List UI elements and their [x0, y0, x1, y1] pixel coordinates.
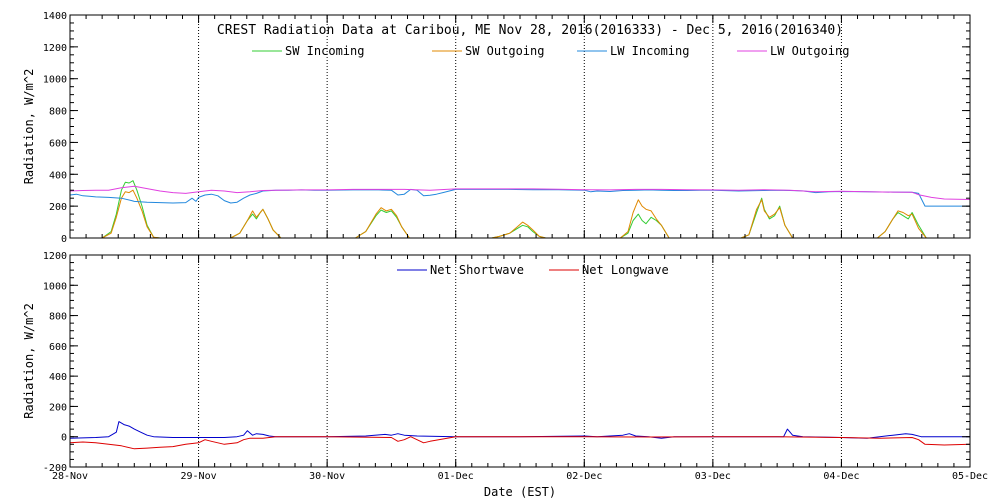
- y-tick-label: 800: [49, 107, 67, 118]
- x-tick-label: 03-Dec: [695, 471, 731, 482]
- y-tick-label: 400: [49, 170, 67, 181]
- series-line-net-shortwave: [69, 421, 970, 439]
- x-tick-label: 29-Nov: [181, 471, 217, 482]
- x-tick-label: 28-Nov: [52, 471, 88, 482]
- y-tick-label: -200: [43, 463, 67, 474]
- x-tick-label: 05-Dec: [952, 471, 988, 482]
- y-axis-label: Radiation, W/m^2: [22, 69, 36, 185]
- x-axis-label: Date (EST): [484, 485, 556, 499]
- y-tick-label: 1200: [43, 43, 67, 54]
- y-tick-label: 200: [49, 402, 67, 413]
- chart-title: CREST Radiation Data at Caribou, ME Nov …: [217, 23, 843, 38]
- y-tick-label: 0: [61, 234, 67, 245]
- y-tick-label: 1400: [43, 11, 67, 22]
- legend-entry: SW Outgoing: [465, 44, 544, 58]
- grid-layer: [198, 15, 842, 467]
- x-tick-label: 04-Dec: [823, 471, 859, 482]
- text-layer: SW Incoming SW Outgoing LW Incoming LW Outg…: [22, 11, 988, 499]
- series-line-lw-outgoing: [69, 185, 971, 200]
- y-tick-label: 1000: [43, 75, 67, 86]
- y-tick-label: 800: [49, 312, 67, 323]
- y-tick-label: 600: [49, 342, 67, 353]
- axes-layer: [69, 14, 971, 468]
- y-tick-label: 1000: [43, 281, 67, 292]
- y-tick-label: 600: [49, 138, 67, 149]
- y-tick-label: 1200: [43, 251, 67, 262]
- legend-entry: LW Incoming: [610, 44, 689, 58]
- y-tick-label: 200: [49, 202, 67, 213]
- series-line-net-longwave: [69, 436, 971, 450]
- legend-entry: Net Longwave: [582, 263, 669, 277]
- x-tick-label: 30-Nov: [309, 471, 345, 482]
- x-tick-label: 01-Dec: [438, 471, 474, 482]
- legend-entry: LW Outgoing: [770, 44, 849, 58]
- y-tick-label: 0: [61, 433, 67, 444]
- legend-entry: Net Shortwave: [430, 263, 524, 277]
- legend-entry: SW Incoming: [285, 44, 364, 58]
- y-axis-label: Radiation, W/m^2: [22, 303, 36, 419]
- x-tick-label: 02-Dec: [566, 471, 602, 482]
- y-tick-label: 400: [49, 372, 67, 383]
